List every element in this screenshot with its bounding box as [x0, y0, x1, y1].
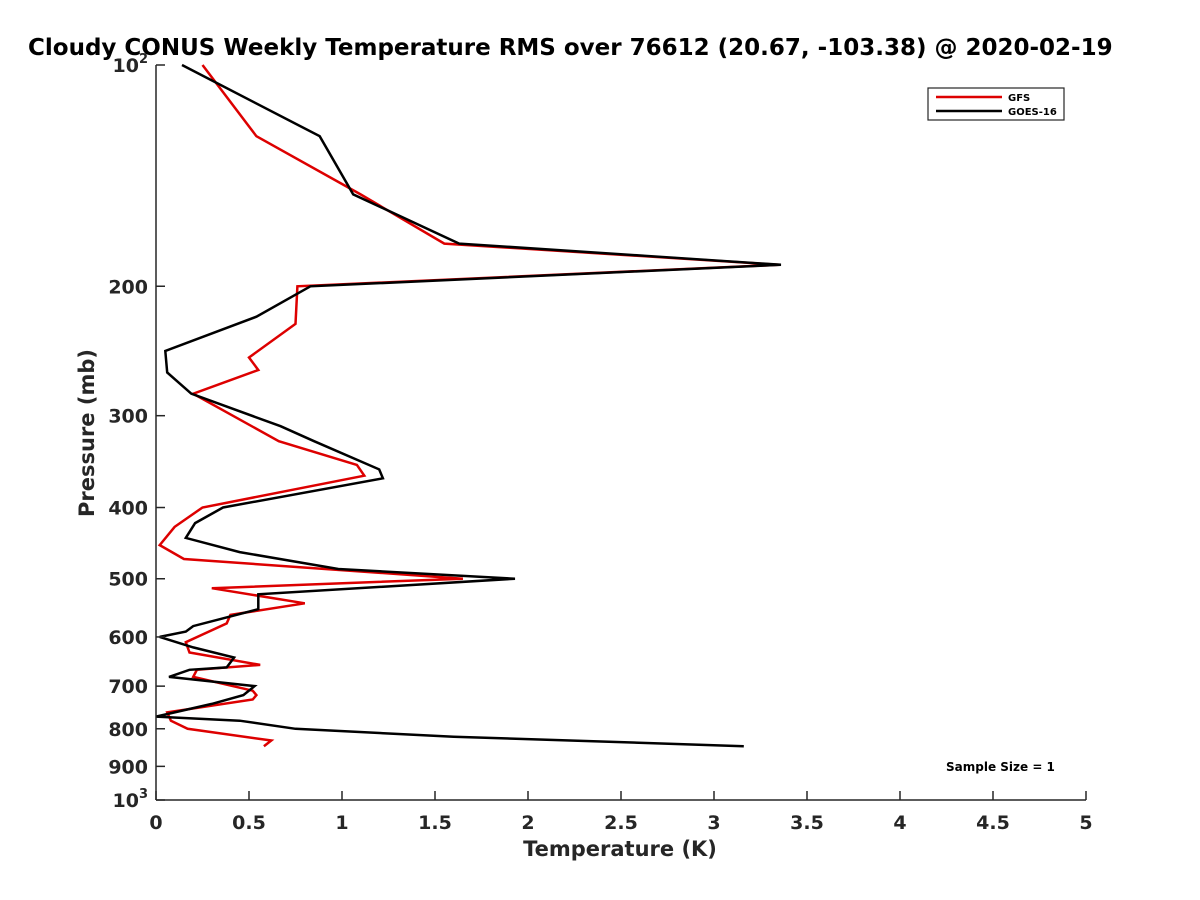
y-tick-label: 103 — [113, 787, 149, 812]
y-axis-ticks: 102 200 300 400 500 600 700 800 900 103 — [108, 52, 165, 812]
chart-title: Cloudy CONUS Weekly Temperature RMS over… — [28, 35, 1113, 61]
series-line-goes16 — [155, 63, 782, 748]
y-tick-label: 600 — [108, 627, 148, 649]
y-tick-label: 200 — [108, 276, 148, 298]
x-tick-label: 2.5 — [604, 812, 638, 834]
x-axis-label: Temperature (K) — [523, 837, 717, 861]
series-line-gfs — [157, 64, 780, 748]
y-tick-label: 700 — [108, 676, 148, 698]
x-tick-label: 5 — [1079, 812, 1092, 834]
x-tick-label: 1 — [335, 812, 348, 834]
legend-label-gfs: GFS — [1008, 93, 1030, 104]
x-axis-ticks: 0 0.5 1 1.5 2 2.5 3 3.5 4 4.5 5 — [149, 791, 1093, 834]
plot-area — [155, 63, 782, 748]
x-tick-label: 0.5 — [232, 812, 266, 834]
y-tick-label: 900 — [108, 756, 148, 778]
x-tick-label: 3 — [707, 812, 720, 834]
x-tick-label: 4.5 — [976, 812, 1010, 834]
sample-size-annotation: Sample Size = 1 — [946, 760, 1055, 774]
x-tick-label: 1.5 — [418, 812, 452, 834]
legend: GFS GOES-16 — [927, 87, 1065, 121]
x-tick-label: 3.5 — [790, 812, 824, 834]
y-tick-label: 102 — [113, 52, 149, 77]
x-tick-label: 4 — [893, 812, 906, 834]
legend-box — [927, 87, 1065, 121]
y-tick-label: 800 — [108, 719, 148, 741]
y-axis-label: Pressure (mb) — [75, 349, 99, 517]
y-tick-label: 300 — [108, 406, 148, 428]
x-tick-label: 2 — [521, 812, 534, 834]
x-tick-label: 0 — [149, 812, 162, 834]
y-tick-label: 500 — [108, 569, 148, 591]
legend-label-goes16: GOES-16 — [1008, 107, 1057, 118]
y-tick-label: 400 — [108, 498, 148, 520]
